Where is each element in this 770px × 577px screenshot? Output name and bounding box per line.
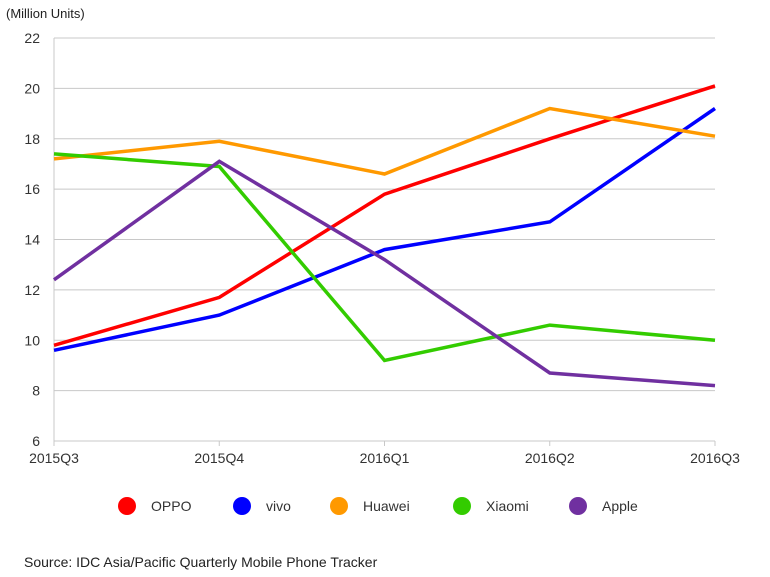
legend-marker-apple xyxy=(569,497,587,515)
y-tick-label: 14 xyxy=(24,232,40,248)
x-tick-labels: 2015Q3 2015Q4 2016Q1 2016Q2 2016Q3 xyxy=(29,441,740,466)
legend-marker-xiaomi xyxy=(453,497,471,515)
y-tick-label: 16 xyxy=(24,181,40,197)
legend-marker-oppo xyxy=(118,497,136,515)
x-tick-label: 2015Q4 xyxy=(194,450,244,466)
legend-marker-huawei xyxy=(330,497,348,515)
series-lines xyxy=(52,84,716,388)
y-tick-label: 22 xyxy=(24,30,40,46)
y-tick-label: 20 xyxy=(24,80,40,96)
y-tick-label: 8 xyxy=(32,383,40,399)
legend-label-huawei: Huawei xyxy=(363,498,410,514)
series-line-oppo xyxy=(53,84,716,347)
y-tick-labels: 6 8 10 12 14 16 18 20 22 xyxy=(24,30,40,449)
source-note: Source: IDC Asia/Pacific Quarterly Mobil… xyxy=(24,554,378,570)
legend: OPPO vivo Huawei Xiaomi Apple xyxy=(118,497,638,515)
y-tick-label: 10 xyxy=(24,332,40,348)
series-line-huawei xyxy=(53,106,716,176)
y-tick-label: 18 xyxy=(24,131,40,147)
x-tick-label: 2016Q2 xyxy=(525,450,575,466)
series-line-apple xyxy=(52,159,716,388)
x-tick-label: 2015Q3 xyxy=(29,450,79,466)
y-tick-label: 6 xyxy=(32,433,40,449)
legend-marker-vivo xyxy=(233,497,251,515)
legend-label-oppo: OPPO xyxy=(151,498,192,514)
grid-lines xyxy=(53,37,715,442)
x-tick-label: 2016Q1 xyxy=(360,450,410,466)
y-axis-unit-label: (Million Units) xyxy=(6,6,85,21)
legend-label-vivo: vivo xyxy=(266,498,291,514)
x-tick-label: 2016Q3 xyxy=(690,450,740,466)
y-tick-label: 12 xyxy=(24,282,40,298)
legend-label-apple: Apple xyxy=(602,498,638,514)
series-line-vivo xyxy=(53,107,716,353)
legend-label-xiaomi: Xiaomi xyxy=(486,498,529,514)
